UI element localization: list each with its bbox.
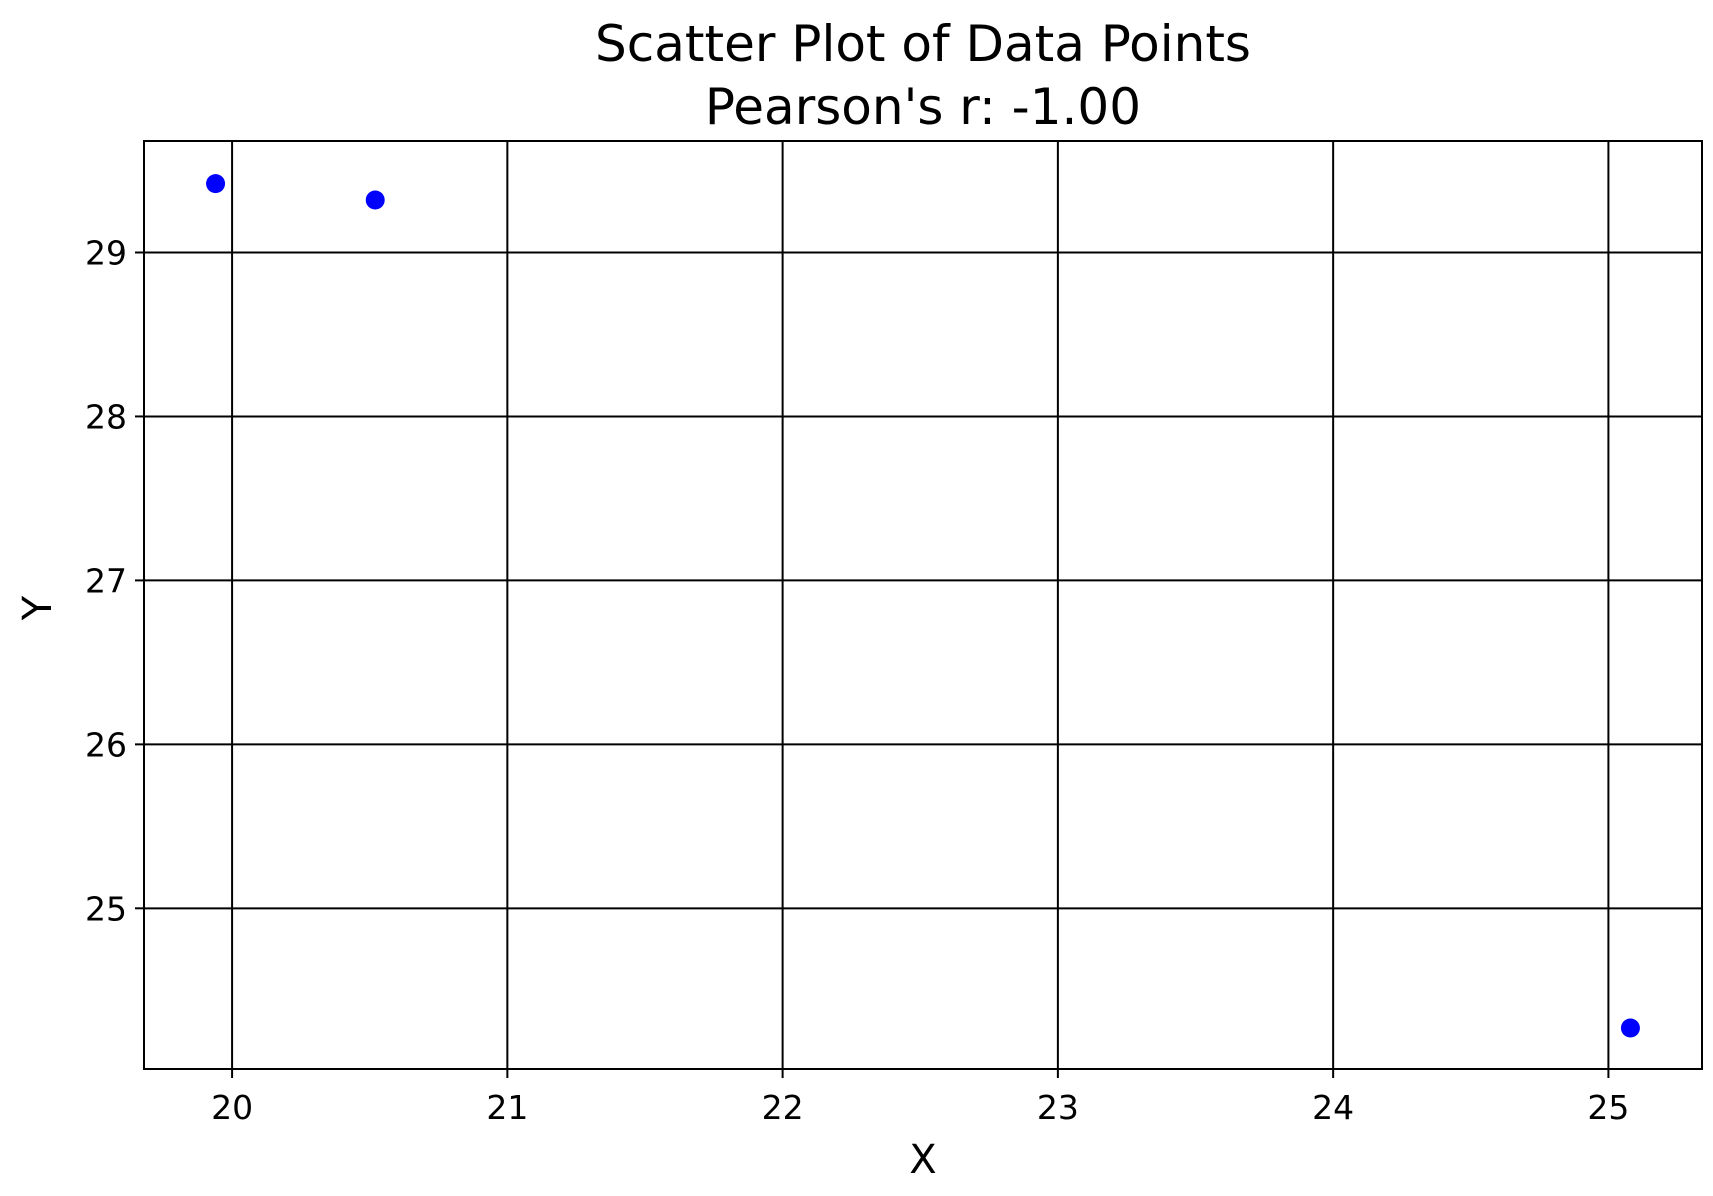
x-tick-label: 24 <box>1312 1088 1354 1127</box>
y-tick-label: 29 <box>85 233 127 272</box>
x-tick-label: 23 <box>1037 1088 1079 1127</box>
chart-subtitle: Pearson's r: -1.00 <box>705 78 1141 136</box>
data-points <box>206 174 1640 1038</box>
y-tick-label: 26 <box>85 725 127 764</box>
x-axis-label: X <box>909 1137 936 1183</box>
data-point <box>365 190 385 210</box>
y-axis-label: Y <box>15 595 61 621</box>
data-point <box>1620 1018 1640 1038</box>
x-tick-label: 25 <box>1587 1088 1629 1127</box>
x-tick-label: 21 <box>486 1088 528 1127</box>
chart-title: Scatter Plot of Data Points <box>595 15 1251 73</box>
y-tick-label: 25 <box>85 889 127 928</box>
y-tick-label: 28 <box>85 397 127 436</box>
grid-lines <box>144 141 1702 1069</box>
x-tick-label: 20 <box>211 1088 253 1127</box>
y-axis-ticks: 25 26 27 28 29 <box>85 233 144 928</box>
x-tick-label: 22 <box>762 1088 804 1127</box>
data-point <box>206 174 226 194</box>
y-tick-label: 27 <box>85 561 127 600</box>
x-axis-ticks: 20 21 22 23 24 25 <box>211 1069 1629 1127</box>
plot-area-frame <box>143 140 1703 1070</box>
